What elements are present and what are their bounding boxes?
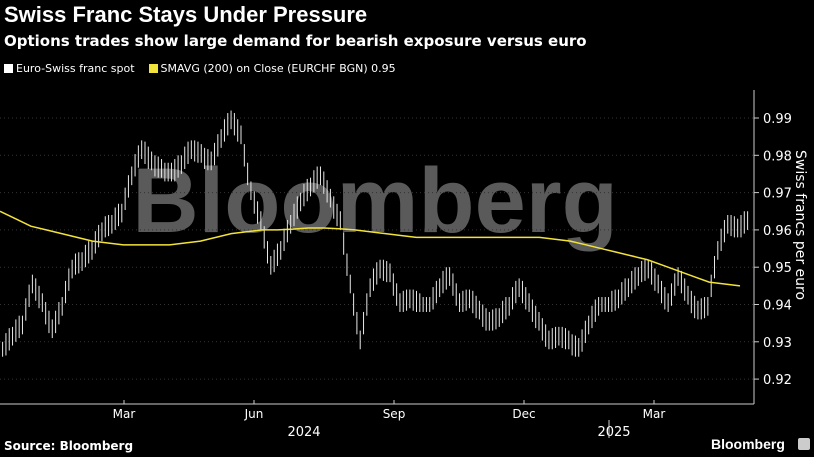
y-tick-label: 0.97 bbox=[763, 187, 792, 202]
x-tick-label: Mar bbox=[113, 407, 136, 421]
sma-line bbox=[0, 210, 741, 287]
source-note: Source: Bloomberg bbox=[4, 439, 134, 453]
y-tick-label: 0.92 bbox=[763, 373, 792, 388]
year-label: 2025 bbox=[597, 425, 630, 440]
legend: Euro-Swiss franc spot SMAVG (200) on Clo… bbox=[4, 62, 396, 75]
y-tick-label: 0.98 bbox=[763, 149, 792, 164]
watermark: Bloomberg bbox=[132, 150, 618, 252]
y-tick-label: 0.94 bbox=[763, 299, 792, 314]
y-tick-label: 0.95 bbox=[763, 261, 792, 276]
year-label: 2024 bbox=[287, 425, 320, 440]
y-tick-label: 0.96 bbox=[763, 224, 792, 239]
chart-icon bbox=[798, 438, 810, 450]
x-tick-label: Dec bbox=[512, 407, 535, 421]
y-tick-label: 0.93 bbox=[763, 336, 792, 351]
brand-logo: Bloomberg bbox=[711, 436, 785, 452]
x-tick-label: Jun bbox=[244, 407, 264, 421]
legend-item-spot: Euro-Swiss franc spot bbox=[4, 62, 135, 75]
y-tick-label: 0.99 bbox=[763, 112, 792, 127]
x-tick-label: Sep bbox=[383, 407, 406, 421]
chart-title: Swiss Franc Stays Under Pressure bbox=[4, 2, 368, 27]
chart-subtitle: Options trades show large demand for bea… bbox=[4, 32, 587, 50]
legend-item-sma: SMAVG (200) on Close (EURCHF BGN) 0.95 bbox=[148, 62, 396, 75]
y-axis-label: Swiss francs per euro bbox=[792, 150, 808, 300]
x-tick-label: Mar bbox=[643, 407, 666, 421]
